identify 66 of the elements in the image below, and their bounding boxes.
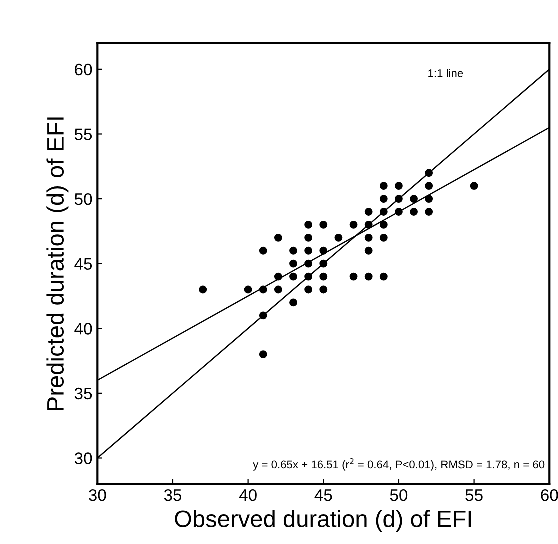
point — [320, 221, 328, 229]
point — [304, 246, 313, 255]
x-tick-label: 35 — [164, 489, 182, 502]
x-tick-label: 60 — [541, 489, 558, 502]
x-tick-label: 40 — [239, 489, 257, 502]
x-tick-label: 45 — [314, 490, 332, 502]
point — [320, 286, 328, 294]
point — [380, 272, 388, 281]
point — [364, 234, 373, 242]
point — [395, 195, 403, 203]
point — [290, 272, 298, 281]
point — [380, 221, 388, 229]
point — [425, 182, 434, 190]
point — [395, 208, 403, 216]
point — [320, 246, 328, 255]
y-tick-label: 35 — [74, 388, 92, 400]
y-axis-title: Predicted duration (d) of EFI — [46, 118, 69, 410]
point — [259, 246, 268, 255]
point — [425, 169, 434, 178]
point — [425, 208, 434, 216]
point — [290, 246, 298, 255]
point — [380, 234, 388, 242]
point — [304, 286, 313, 294]
point — [320, 272, 328, 281]
point — [259, 350, 268, 359]
point — [290, 260, 298, 268]
y-tick-label: 60 — [75, 64, 92, 76]
y-tick-label: 55 — [74, 128, 92, 140]
x-tick-label: 55 — [466, 490, 483, 502]
point — [380, 182, 388, 190]
point — [304, 260, 313, 268]
x-tick-label: 30 — [89, 489, 106, 502]
point — [380, 195, 388, 203]
point — [274, 286, 282, 294]
point — [364, 221, 373, 229]
y-tick-label: 40 — [74, 323, 92, 335]
point — [304, 272, 313, 281]
point — [410, 208, 418, 216]
point — [320, 260, 328, 268]
point — [470, 182, 478, 190]
point — [304, 221, 313, 229]
point — [410, 195, 418, 203]
point — [364, 246, 373, 255]
point — [199, 286, 208, 294]
point — [290, 298, 298, 307]
point — [425, 195, 434, 203]
point — [259, 312, 268, 320]
y-tick-label: 30 — [74, 452, 92, 464]
point — [334, 234, 343, 242]
point — [274, 234, 282, 242]
x-axis-title: Observed duration (d) of EFI — [175, 510, 472, 532]
point — [274, 272, 282, 281]
point — [350, 272, 358, 281]
point — [395, 182, 403, 190]
point — [304, 234, 313, 242]
point — [364, 272, 373, 281]
y-tick-label: 45 — [74, 258, 92, 270]
point — [259, 286, 268, 294]
annotation: 1:1 line — [428, 69, 464, 78]
point — [350, 221, 358, 229]
point — [380, 208, 388, 216]
y-tick-label: 50 — [74, 193, 92, 206]
point — [364, 208, 373, 216]
x-tick-label: 50 — [390, 489, 408, 502]
point — [244, 286, 252, 294]
annotation: y = 0.65x + 16.51 (r$^{2}$ = 0.64, P<0.01), RMSD = 1.78, n = 60 — [253, 458, 545, 471]
